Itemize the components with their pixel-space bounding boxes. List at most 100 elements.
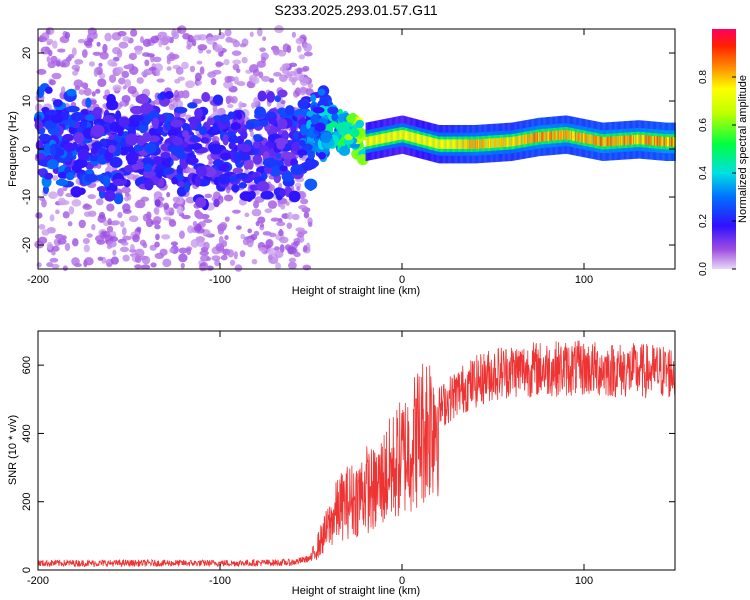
spectrogram-band-strip bbox=[408, 131, 410, 142]
spectrogram-noise-blob bbox=[88, 61, 95, 67]
spectrogram-band-strip bbox=[436, 138, 438, 149]
spectrogram-band-strip bbox=[614, 136, 616, 146]
spectrogram-band-strip bbox=[377, 134, 379, 145]
spectrogram-band-strip bbox=[589, 134, 591, 145]
spectrogram-band-strip bbox=[633, 134, 635, 145]
spectrogram-noise-blob bbox=[232, 59, 242, 65]
spectrogram-band-strip bbox=[551, 131, 553, 141]
spectrogram-noise-blob bbox=[194, 72, 202, 82]
spectrogram-band-strip bbox=[495, 138, 497, 148]
spectrogram-band-strip bbox=[651, 135, 653, 146]
spectrogram-noise-blob bbox=[274, 250, 284, 259]
spectrogram-noise-blob bbox=[104, 32, 112, 42]
spectrogram-band-strip bbox=[570, 130, 573, 141]
spectrogram-band-blob bbox=[235, 172, 249, 180]
spectrogram-band-strip bbox=[546, 131, 549, 142]
spectrogram-noise-blob bbox=[71, 64, 81, 71]
spectrogram-band-strip bbox=[449, 139, 451, 149]
spectrogram-noise-blob bbox=[57, 238, 67, 245]
spectrogram-noise-blob bbox=[153, 216, 162, 224]
spectrogram-band-blob bbox=[102, 175, 111, 188]
spectrogram-band-blob bbox=[55, 178, 69, 187]
spectrogram-band-strip bbox=[561, 130, 563, 140]
spectrogram-band-strip bbox=[461, 139, 463, 149]
spectrogram-band-blob bbox=[238, 153, 251, 161]
spectrogram-noise-blob bbox=[196, 240, 206, 248]
spectrogram-noise-blob bbox=[235, 225, 242, 230]
spectrogram-band-strip bbox=[602, 136, 604, 147]
spectrogram-noise-blob bbox=[295, 37, 305, 45]
spectrogram-noise-blob bbox=[257, 216, 266, 224]
spectrogram-noise-blob bbox=[98, 211, 106, 219]
spectrogram-noise-blob bbox=[203, 241, 210, 250]
spectrogram-band-strip bbox=[416, 133, 419, 144]
spectrogram-band-strip bbox=[513, 136, 515, 147]
spectrogram-band-blob bbox=[160, 151, 171, 159]
spectrogram-band-strip bbox=[647, 135, 649, 145]
colorbar-label: Normalized spectral amplitude bbox=[737, 75, 749, 223]
spectrogram-band-blob bbox=[96, 185, 107, 193]
spectrogram-band-blob bbox=[195, 166, 208, 177]
spectrogram-band-strip bbox=[573, 131, 575, 141]
spectrogram-noise-blob bbox=[232, 40, 241, 48]
spectrogram-band-strip bbox=[390, 132, 392, 142]
spectrogram-band-blob bbox=[44, 86, 53, 94]
spectrogram-band-strip bbox=[435, 138, 437, 149]
spectrogram-band-strip bbox=[514, 136, 516, 147]
spectrogram-band-blob bbox=[254, 106, 267, 119]
spectrogram-band-strip bbox=[639, 134, 641, 145]
spectrogram-band-blob bbox=[156, 125, 163, 135]
spectrogram-noise-blob bbox=[134, 49, 142, 55]
spectrogram-band-blob bbox=[103, 189, 116, 202]
spectrogram-transition-blob bbox=[355, 119, 365, 129]
spectrogram-noise-blob bbox=[253, 96, 259, 106]
spectrogram-band-strip bbox=[404, 130, 407, 141]
spectrogram-noise-blob bbox=[293, 251, 301, 258]
spectrogram-band-blob bbox=[218, 174, 231, 185]
spectrogram-band-strip bbox=[420, 134, 422, 145]
spectrogram-noise-blob bbox=[109, 74, 117, 83]
spectrogram-band-strip bbox=[591, 134, 593, 145]
spectrogram-band-strip bbox=[430, 137, 432, 147]
spectrogram-band-strip bbox=[615, 136, 617, 146]
spectrogram-xtick-label: 0 bbox=[399, 274, 405, 286]
spectrogram-band-blob bbox=[317, 88, 326, 96]
spectrogram-band-strip bbox=[534, 132, 537, 143]
spectrogram-band-strip bbox=[504, 137, 506, 148]
spectrogram-noise-blob bbox=[80, 82, 87, 89]
spectrogram-noise-blob bbox=[286, 222, 293, 230]
spectrogram-band-strip bbox=[646, 135, 648, 145]
spectrogram-noise-blob bbox=[212, 108, 221, 117]
spectrogram-noise-blob bbox=[162, 258, 172, 268]
spectrogram-band-strip bbox=[380, 133, 383, 144]
spectrogram-xtick-label: -200 bbox=[27, 274, 49, 286]
spectrogram-noise-blob bbox=[139, 36, 145, 44]
spectrogram-band-strip bbox=[650, 135, 652, 146]
spectrogram-band-strip bbox=[518, 135, 520, 146]
spectrogram-transition-blob bbox=[310, 114, 320, 125]
spectrogram-band-strip bbox=[659, 136, 661, 147]
spectrogram-band-blob bbox=[50, 114, 64, 124]
spectrogram-noise-blob bbox=[280, 203, 286, 210]
spectrogram-noise-blob bbox=[302, 264, 312, 271]
spectrogram-noise-blob bbox=[298, 54, 305, 60]
spectrogram-band-blob bbox=[194, 175, 201, 188]
spectrogram-band-strip bbox=[543, 131, 545, 142]
spectrogram-band-blob bbox=[45, 109, 58, 116]
spectrogram-band-blob bbox=[206, 117, 216, 126]
spectrogram-band-blob bbox=[228, 176, 239, 183]
spectrogram-band-strip bbox=[611, 136, 613, 146]
spectrogram-band-strip bbox=[462, 139, 464, 149]
spectrogram-band-strip bbox=[584, 133, 586, 143]
spectrogram-band-strip bbox=[664, 136, 667, 147]
spectrogram-noise-blob bbox=[144, 59, 150, 67]
spectrogram-noise-blob bbox=[49, 214, 55, 222]
spectrogram-band-blob bbox=[190, 135, 199, 142]
spectrogram-band-strip bbox=[411, 132, 413, 142]
spectrogram-noise-blob bbox=[187, 225, 194, 234]
spectrogram-band-blob bbox=[92, 141, 102, 150]
spectrogram-noise-blob bbox=[51, 250, 56, 256]
spectrogram-transition-blob bbox=[338, 146, 351, 156]
spectrogram-band-blob bbox=[63, 142, 77, 152]
